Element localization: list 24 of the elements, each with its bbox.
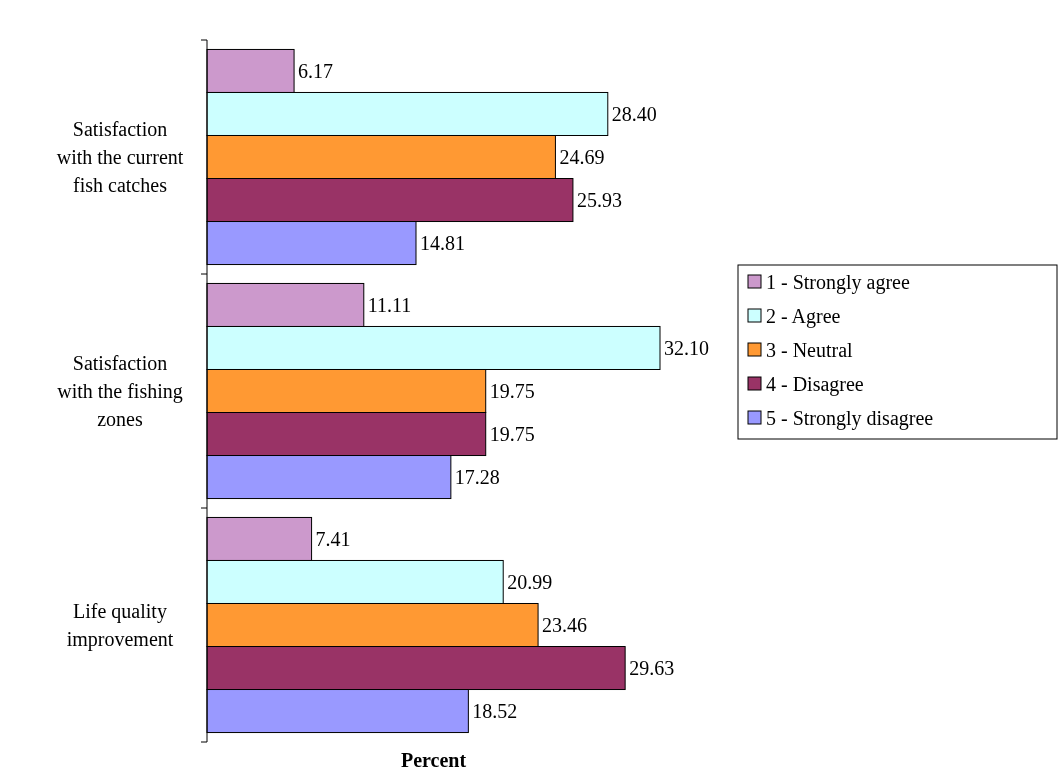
data-label: 11.11 bbox=[367, 293, 412, 316]
legend-label: 4 - Disagree bbox=[766, 373, 864, 396]
data-label: 17.28 bbox=[454, 466, 500, 489]
data-label: 23.46 bbox=[542, 614, 588, 636]
data-label: 25.93 bbox=[576, 189, 622, 212]
legend-label: 1 - Strongly agree bbox=[766, 271, 910, 294]
legend-label: 2 - Agree bbox=[766, 305, 841, 328]
data-label: 28.40 bbox=[611, 102, 657, 125]
data-label: 7.41 bbox=[315, 527, 351, 550]
data-label: 14.81 bbox=[420, 232, 465, 255]
data-label: 20.99 bbox=[507, 570, 553, 593]
data-label: 29.63 bbox=[629, 657, 675, 680]
data-label: 19.75 bbox=[489, 423, 535, 446]
data-label: 19.75 bbox=[489, 380, 535, 402]
y-tick-label: Satisfaction with the current fish catches bbox=[56, 118, 184, 196]
legend-label: 3 - Neutral bbox=[766, 339, 854, 361]
y-tick-label: Life quality improvement bbox=[66, 600, 174, 651]
legend-label: 5 - Strongly disagree bbox=[766, 407, 934, 430]
y-tick-label: Satisfaction with the fishing zones bbox=[57, 352, 183, 430]
x-axis-title: Percent bbox=[400, 749, 467, 771]
data-label: 32.10 bbox=[664, 336, 709, 359]
data-label: 24.69 bbox=[559, 146, 605, 168]
data-label: 6.17 bbox=[298, 59, 334, 82]
data-label: 18.52 bbox=[472, 700, 518, 723]
